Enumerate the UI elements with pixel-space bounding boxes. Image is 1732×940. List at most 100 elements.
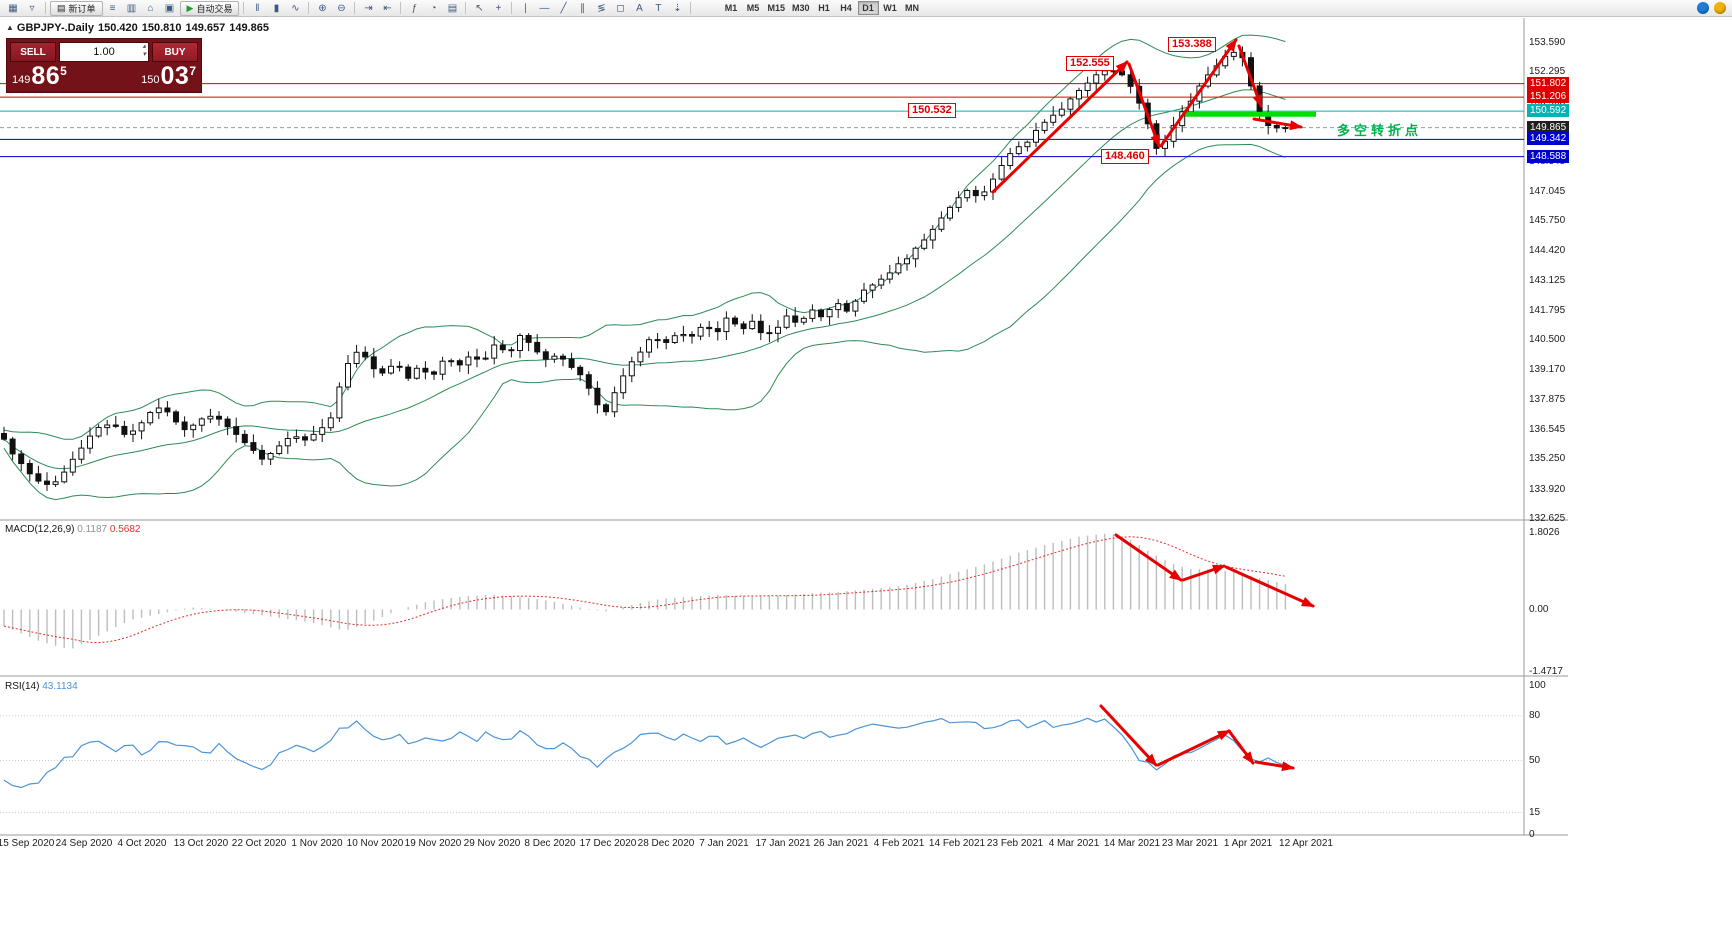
timeframe-bar: M1 M5 M15 M30 H1 H4 D1 W1 MN [720,1,922,15]
new-order-button[interactable]: ▤ 新订单 [50,0,103,16]
rsi-indicator-label: RSI(14) 43.1134 [5,681,78,692]
rsi-scale-label: 80 [1529,710,1541,721]
timeframe-d1[interactable]: D1 [857,1,879,15]
terminal-icon[interactable]: ▣ [164,3,175,14]
macd-scale-label: 0.00 [1529,604,1549,615]
sell-button[interactable]: SELL [10,42,56,62]
volume-input[interactable]: 1.00 ▴ ▾ [59,42,149,62]
rsi-scale-label: 50 [1529,755,1541,766]
chart-info-line: ▲ GBPJPY-.Daily 150.420 150.810 149.657 149.8… [6,22,273,34]
timeframe-m30[interactable]: M30 [789,1,813,15]
help-icon[interactable] [1714,2,1726,14]
price-label: 141.795 [1529,305,1566,316]
candlestick-mode-icon[interactable]: ▮ [273,3,280,14]
toolbar-tools: ▦ ▿ ▤ 新订单 ≡ ▥ ⌂ ▣ ▶ 自动交易 ‖ ▮ ∿ ⊕ ⊖ ⇥ ⇤ ƒ ◔ ▤ ↖ + ∣ ― ╱ ∥ ≶ ◻ A T ⇣ [4,0,694,16]
date-label: 23 Mar 2021 [1161,838,1219,849]
new-order-icon: ▤ [57,2,66,13]
price-label: 143.125 [1529,275,1566,286]
macd-scale-label: 1.8026 [1529,527,1560,538]
periods-icon[interactable]: ◔ [430,3,437,14]
arrows-tool-icon[interactable]: ⇣ [673,3,682,14]
timeframe-m15[interactable]: M15 [764,1,788,15]
channel-icon[interactable]: ∥ [579,3,585,14]
profiles-icon[interactable]: ▿ [29,3,35,14]
toolbar-separator [400,2,402,14]
data-window-icon[interactable]: ▥ [126,3,137,14]
rsi-scale-label: 100 [1529,680,1546,691]
auto-scroll-icon[interactable]: ⇥ [364,3,373,14]
toolbar-separator [308,2,310,14]
date-label: 1 Nov 2020 [291,838,343,849]
volume-spinner[interactable]: ▴ ▾ [142,43,146,58]
new-chart-icon[interactable]: ▦ [8,3,18,14]
community-icon[interactable] [1697,2,1709,14]
timeframe-w1[interactable]: W1 [880,1,901,15]
time-axis[interactable]: 15 Sep 2020 24 Sep 2020 4 Oct 2020 13 Oct 2… [0,838,1524,852]
ohlc-low: 149.657 [185,22,226,34]
ohlc-high: 150.810 [141,22,182,34]
zoom-out-icon[interactable]: ⊖ [337,3,346,14]
zoom-in-icon[interactable]: ⊕ [318,3,327,14]
new-order-label: 新订单 [68,3,96,14]
market-watch-icon[interactable]: ≡ [109,3,116,14]
chart-shift-icon[interactable]: ⇤ [383,3,392,14]
timeframe-m5[interactable]: M5 [742,1,763,15]
cursor-icon[interactable]: ↖ [475,3,484,14]
chart-title: GBPJPY-.Daily [16,22,94,34]
buy-button[interactable]: BUY [152,42,198,62]
toolbar-separator [690,2,692,14]
navigator-icon[interactable]: ⌂ [147,3,154,14]
toolbar-separator [354,2,356,14]
ohlc-open: 150.420 [97,22,138,34]
date-label: 4 Mar 2021 [1048,838,1100,849]
horizontal-line-icon[interactable]: ― [539,3,550,14]
autotrading-button[interactable]: ▶ 自动交易 [179,0,240,16]
price-label: 152.295 [1529,66,1566,77]
ask-price: 150 03 7 [141,64,196,89]
timeframe-h1[interactable]: H1 [814,1,835,15]
text-icon[interactable]: A [636,3,643,14]
price-annotation[interactable]: 150.532 [908,103,956,118]
line-chart-mode-icon[interactable]: ∿ [291,3,300,14]
price-annotation[interactable]: 152.555 [1066,56,1114,71]
date-label: 29 Nov 2020 [463,838,521,849]
price-annotation[interactable]: 153.388 [1168,37,1216,52]
toolbar-separator [45,2,46,14]
date-label: 19 Nov 2020 [404,838,462,849]
date-label: 4 Feb 2021 [873,838,925,849]
timeframe-m1[interactable]: M1 [720,1,741,15]
price-label-highlight: 149.342 [1527,132,1570,145]
collapse-one-click-icon[interactable]: ▲ [6,23,14,32]
note-annotation[interactable]: 多空转折点 [1337,123,1423,138]
bar-chart-mode-icon[interactable]: ‖ [255,3,260,14]
date-label: 7 Jan 2021 [699,838,749,849]
price-label: 133.920 [1529,484,1566,495]
price-label-highlight: 148.588 [1527,150,1570,163]
price-label-highlight: 150.592 [1527,104,1570,117]
label-icon[interactable]: T [655,3,662,14]
date-label: 14 Mar 2021 [1103,838,1161,849]
bid-prefix: 149 [12,74,31,86]
timeframe-h4[interactable]: H4 [836,1,857,15]
timeframe-mn[interactable]: MN [902,1,923,15]
templates-icon[interactable]: ▤ [447,3,458,14]
toolbar-right [1697,2,1728,14]
vertical-line-icon[interactable]: ∣ [522,3,528,14]
fibonacci-icon[interactable]: ≶ [597,3,606,14]
crosshair-icon[interactable]: + [495,3,502,14]
date-label: 22 Oct 2020 [231,838,287,849]
price-label: 147.045 [1529,186,1566,197]
autotrading-label: 自动交易 [196,3,233,14]
trendline-icon[interactable]: ╱ [560,3,567,14]
date-label: 8 Dec 2020 [524,838,576,849]
macd-scale-label: -1.4717 [1529,666,1563,677]
date-label: 15 Sep 2020 [0,838,55,849]
price-label: 144.420 [1529,245,1566,256]
shapes-icon[interactable]: ◻ [616,3,625,14]
indicators-icon[interactable]: ƒ [411,3,418,14]
date-label: 28 Dec 2020 [637,838,695,849]
price-annotation[interactable]: 148.460 [1101,149,1149,164]
date-label: 17 Dec 2020 [579,838,637,849]
